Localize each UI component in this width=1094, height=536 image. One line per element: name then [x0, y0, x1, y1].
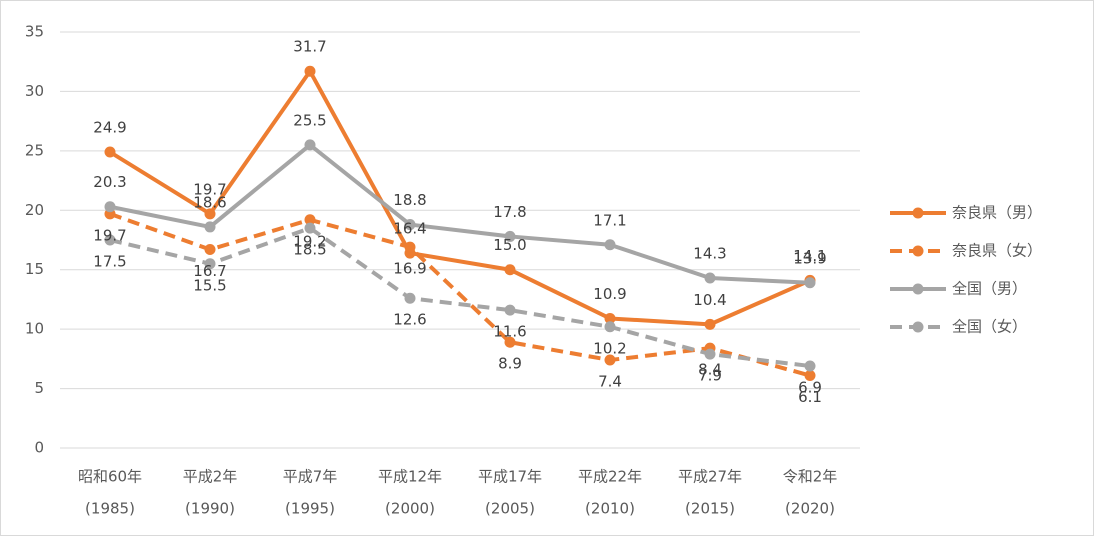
data-label: 17.1 — [593, 211, 626, 229]
point — [204, 244, 216, 256]
point — [704, 348, 716, 360]
x-tick-label: (2000) — [385, 500, 435, 518]
point — [104, 146, 116, 158]
point — [404, 241, 416, 253]
point — [304, 214, 316, 226]
data-label: 18.5 — [293, 241, 326, 259]
x-tick-label: (1995) — [285, 500, 335, 518]
point — [204, 221, 216, 233]
data-label: 25.5 — [293, 111, 326, 129]
data-label: 20.3 — [93, 173, 126, 191]
data-label: 14.1 — [793, 247, 826, 265]
y-tick-label: 0 — [34, 439, 44, 457]
point — [704, 272, 716, 284]
x-tick-label: (2015) — [685, 500, 735, 518]
data-label: 10.9 — [593, 285, 626, 303]
data-label: 15.5 — [193, 276, 226, 294]
point — [704, 318, 716, 330]
data-label: 17.5 — [93, 253, 126, 271]
point — [204, 258, 216, 270]
data-label: 24.9 — [93, 119, 126, 137]
point — [804, 277, 816, 289]
y-tick-label: 15 — [25, 260, 44, 278]
point — [404, 292, 416, 304]
data-label: 12.6 — [393, 311, 426, 329]
legend-marker — [912, 245, 924, 257]
point — [604, 354, 616, 366]
point — [504, 264, 516, 276]
point — [104, 234, 116, 246]
point — [804, 369, 816, 381]
y-tick-label: 35 — [25, 23, 44, 41]
x-tick-label: (2005) — [485, 500, 535, 518]
data-label: 10.4 — [693, 291, 726, 309]
point — [604, 321, 616, 333]
data-label: 19.7 — [93, 226, 126, 244]
data-label: 6.1 — [798, 388, 822, 406]
legend-label: 全国（男） — [952, 280, 1027, 298]
point — [504, 336, 516, 348]
x-tick-label: 平成12年 — [378, 468, 442, 486]
point — [504, 304, 516, 316]
point — [304, 139, 316, 151]
data-label: 13.9 — [793, 249, 826, 267]
x-tick-label: 令和2年 — [783, 468, 838, 486]
series-line — [109, 226, 811, 368]
x-tick-label: 平成17年 — [478, 468, 542, 486]
x-tick-label: (1985) — [85, 500, 135, 518]
point — [104, 201, 116, 213]
data-label: 16.9 — [393, 260, 426, 278]
data-label: 31.7 — [293, 38, 326, 56]
legend-label: 奈良県（男） — [952, 204, 1042, 222]
data-label: 17.8 — [493, 203, 526, 221]
data-label: 10.2 — [593, 339, 626, 357]
data-label: 19.7 — [193, 180, 226, 198]
data-label: 15.0 — [493, 236, 526, 254]
data-label: 8.9 — [498, 355, 522, 373]
data-label: 14.3 — [693, 245, 726, 263]
legend-marker — [912, 283, 924, 295]
point — [604, 312, 616, 324]
x-tick-label: 平成7年 — [283, 468, 338, 486]
point — [304, 65, 316, 77]
y-tick-label: 5 — [34, 379, 44, 397]
data-label: 6.9 — [798, 378, 822, 396]
point — [604, 239, 616, 251]
legend-label: 奈良県（女） — [952, 242, 1042, 260]
x-tick-label: (2010) — [585, 500, 635, 518]
x-tick-label: 平成22年 — [578, 468, 642, 486]
y-tick-label: 30 — [25, 82, 44, 100]
legend-marker — [912, 321, 924, 333]
point — [304, 222, 316, 234]
point — [404, 219, 416, 231]
y-tick-label: 25 — [25, 141, 44, 159]
x-tick-label: 平成27年 — [678, 468, 742, 486]
data-label: 19.2 — [293, 232, 326, 250]
x-tick-label: (1990) — [185, 500, 235, 518]
data-label: 16.4 — [393, 220, 426, 238]
data-label: 11.6 — [493, 323, 526, 341]
point — [804, 360, 816, 372]
data-label: 18.6 — [193, 193, 226, 211]
y-tick-label: 10 — [25, 320, 44, 338]
data-label: 7.9 — [698, 367, 722, 385]
series-line — [109, 142, 811, 285]
series-line — [108, 69, 811, 327]
data-label: 7.4 — [598, 373, 622, 391]
x-tick-label: 平成2年 — [183, 468, 238, 486]
data-label: 18.8 — [393, 191, 426, 209]
data-label: 16.7 — [193, 262, 226, 280]
x-tick-label: (2020) — [785, 500, 835, 518]
legend-label: 全国（女） — [952, 318, 1027, 336]
point — [504, 230, 516, 242]
x-tick-label: 昭和60年 — [78, 468, 142, 486]
legend-marker — [912, 207, 924, 219]
data-label: 8.4 — [698, 361, 722, 379]
y-tick-label: 20 — [25, 201, 44, 219]
point — [204, 208, 216, 220]
